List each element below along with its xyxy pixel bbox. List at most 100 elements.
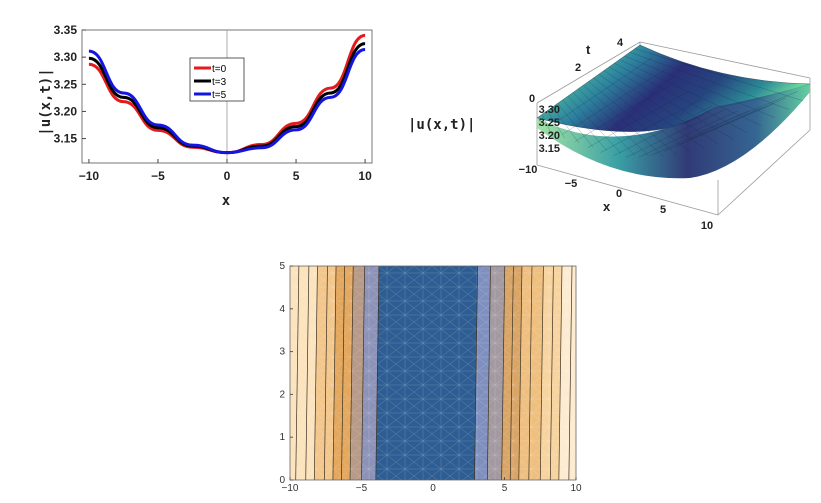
surface-mesh-line	[588, 81, 678, 156]
contour-line	[361, 266, 365, 480]
surface-mesh-line	[625, 109, 726, 158]
x-tick-label: 10	[358, 169, 372, 183]
contour-line	[549, 266, 554, 480]
y-tick-label: 3.15	[54, 132, 78, 146]
surface-x-tick-label: 0	[616, 188, 622, 200]
x-tick-label: −10	[79, 169, 100, 183]
surface-mesh-line	[552, 106, 580, 144]
contour-y-tick-label: 1	[279, 432, 285, 443]
contour-y-tick-label: 0	[279, 475, 285, 486]
surface-mesh-line	[609, 66, 734, 140]
contour-line	[568, 266, 573, 480]
surface-mesh-line	[587, 91, 689, 148]
surface-z-tick-label: 3.30	[539, 104, 560, 116]
surface-mesh-line	[578, 88, 650, 157]
surface-front-face	[537, 84, 810, 179]
line-chart-legend: t=0 t=3 t=5	[189, 57, 245, 102]
surface-mesh-line	[603, 70, 720, 145]
y-tick-label: 3.25	[54, 77, 78, 91]
contour-line	[332, 266, 337, 480]
surface-mesh-line	[629, 52, 790, 110]
x-tick-label: 5	[293, 169, 300, 183]
surface-mesh-line	[557, 103, 594, 148]
surface-mesh-line	[583, 85, 664, 157]
line-chart-ylabel: |u(x,t)|	[38, 68, 54, 135]
y-tick-label: 3.35	[54, 23, 78, 37]
surface-box-frame	[536, 41, 811, 216]
surface-mesh-line	[702, 91, 798, 132]
contour-line	[375, 266, 380, 480]
surface-x-tick-label: 10	[701, 220, 713, 232]
surface-grid-lines	[541, 48, 804, 158]
contour-mesh-overlay	[290, 266, 576, 480]
contour-line	[558, 266, 563, 480]
surface-x-tick-label: −5	[565, 178, 578, 190]
legend-label: t=0	[212, 64, 227, 75]
y-tick-label: 3.20	[54, 104, 78, 118]
surface-tick-labels: 3.303.253.203.15 0 2 4 −10 −5 0 5 10	[519, 37, 713, 232]
contour-lines	[295, 266, 573, 480]
surface-tlabel: t	[586, 42, 591, 57]
surface-mesh-line	[562, 99, 608, 151]
surface-mesh-line	[572, 92, 636, 156]
surface-mesh-line	[638, 110, 738, 158]
contour-y-tick-label: 3	[279, 347, 285, 358]
contour-line	[349, 266, 354, 480]
contour-line	[295, 266, 300, 480]
legend-label: t=5	[212, 90, 227, 101]
contour-line	[501, 266, 506, 480]
contour-x-tick-label: −5	[356, 483, 368, 494]
surface-mesh-line	[549, 57, 653, 127]
contour-y-tick-label: 5	[279, 261, 285, 272]
surface-mesh-line	[676, 103, 774, 147]
contour-x-tick-label: 5	[502, 483, 508, 494]
surface-mesh-line	[624, 55, 776, 118]
surface-x-tick-label: −10	[519, 164, 538, 176]
surface-mesh-line	[634, 48, 804, 102]
surface-z-tick-label: 3.25	[539, 117, 560, 129]
surface-z-tick-label: 3.20	[539, 130, 560, 142]
surface-mesh-line	[600, 99, 701, 153]
contour-line	[341, 266, 345, 480]
surface-t-tick-label: 2	[575, 62, 581, 74]
x-tick-label: −5	[151, 169, 165, 183]
contour-line	[323, 266, 328, 480]
contour-y-tick-label: 2	[279, 389, 285, 400]
surface-mesh-line	[567, 95, 622, 154]
contour-line	[313, 266, 318, 480]
surface-mesh-line	[547, 110, 566, 139]
surface-t-tick-label: 0	[529, 93, 535, 105]
line-chart-plot-area: −10 −5 0 5 10 3.15 3.20 3.25 3.30 3.35 t=0 t=3 t=5	[54, 23, 373, 183]
legend-label: t=3	[212, 77, 227, 88]
surface-t-tick-label: 4	[617, 37, 624, 49]
surface-mesh-line	[613, 105, 713, 157]
contour-tick-labels: −10 −5 0 5 10 0 1 2 3 4 5	[279, 261, 582, 494]
contour-line	[474, 266, 478, 480]
surface-mesh-line	[562, 69, 665, 135]
line-chart-xlabel: x	[222, 193, 231, 209]
surface-mesh-line	[689, 97, 786, 140]
surface-zlabel: |u(x,t)|	[408, 117, 475, 133]
y-tick-label: 3.30	[54, 50, 78, 64]
contour-line	[539, 266, 544, 480]
surface-mesh-line	[575, 81, 677, 142]
contour-line	[305, 266, 310, 480]
contour-line	[528, 266, 533, 480]
surface-mesh-line	[614, 63, 748, 133]
contour-line	[518, 266, 523, 480]
contour-y-tick-label: 4	[279, 304, 285, 315]
contour-x-tick-label: −10	[282, 483, 299, 494]
x-tick-label: 0	[224, 169, 231, 183]
contour-x-tick-label: 10	[570, 483, 582, 494]
surface-mesh-line	[619, 59, 762, 126]
contour-x-tick-label: 0	[430, 483, 436, 494]
surface-mesh-line	[541, 114, 552, 134]
surface-x-tick-label: 5	[660, 204, 666, 216]
surface-z-tick-label: 3.15	[539, 143, 560, 155]
surface-xlabel: x	[603, 199, 611, 214]
contour-line	[509, 266, 514, 480]
contour-line	[486, 266, 491, 480]
series-line-t=5	[88, 48, 366, 155]
